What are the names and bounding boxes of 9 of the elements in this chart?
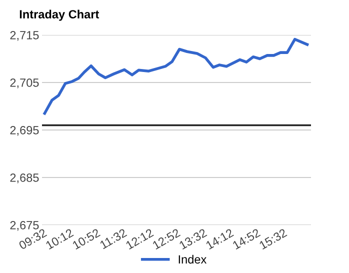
y-tick-label: 2,695 [10, 126, 39, 136]
line-series [43, 38, 309, 115]
y-tick-label: 2,685 [10, 174, 39, 184]
y-tick-label: 2,675 [10, 221, 39, 231]
x-tick-label: 11:32 [99, 228, 128, 250]
y-tick-label: 2,715 [10, 31, 39, 41]
y-tick-label: 2,705 [10, 78, 39, 88]
chart-title: Intraday Chart [20, 10, 100, 21]
legend-label: Index [178, 254, 207, 264]
